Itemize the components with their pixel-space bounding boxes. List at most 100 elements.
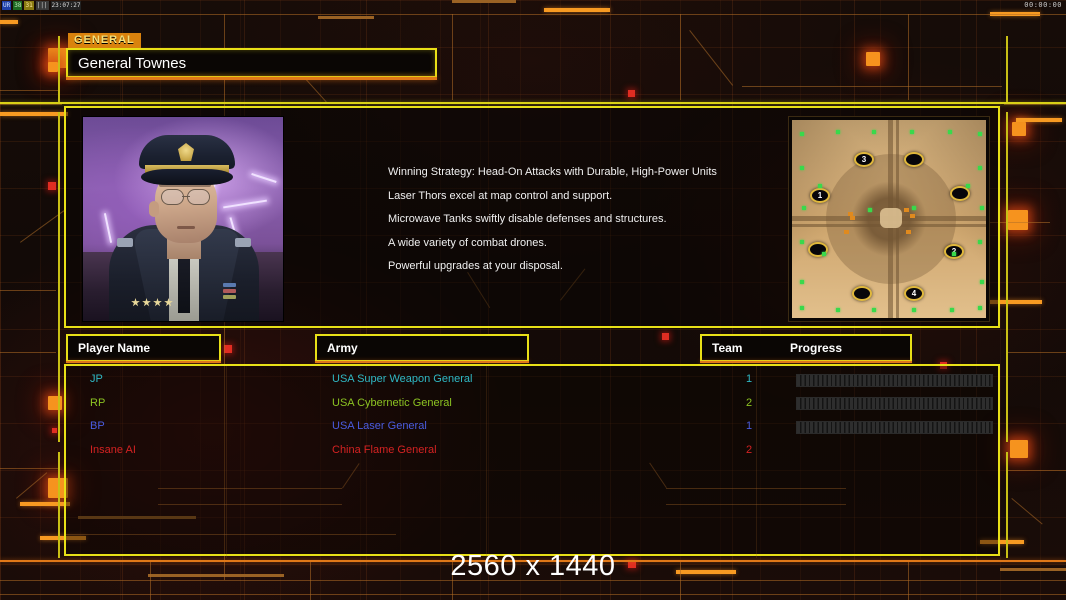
player-name-cell: RP xyxy=(90,396,106,409)
minimap-structure-5 xyxy=(850,216,855,220)
circuit-trace-h-8 xyxy=(0,468,60,469)
portrait-epaulette-right xyxy=(235,238,251,247)
minimap-supply-14 xyxy=(868,208,872,212)
frame-edge-right-mid xyxy=(1006,112,1008,442)
alert-marker-1 xyxy=(628,90,635,97)
glow-marker-6 xyxy=(1012,122,1026,136)
portrait-ear xyxy=(149,201,159,217)
player-team-cell: 1 xyxy=(745,373,753,385)
minimap-start-position-8 xyxy=(852,286,872,301)
portrait-glasses-left xyxy=(161,189,184,205)
code-chip-4: ||| xyxy=(35,1,49,10)
minimap-supply-23 xyxy=(872,308,876,312)
circuit-trace-h-2 xyxy=(0,580,1066,581)
glow-marker-4 xyxy=(1010,440,1028,458)
header-team-label: Team xyxy=(712,341,743,355)
circuit-trace-v-8 xyxy=(150,560,151,600)
minimap-supply-18 xyxy=(952,252,956,256)
accent-bar-dim-4 xyxy=(452,0,516,3)
frame-edge-right-upper xyxy=(1006,36,1008,102)
circuit-trace-h-6 xyxy=(0,90,58,91)
table-trace-diag-2 xyxy=(649,462,667,488)
rank-star-1 xyxy=(131,298,140,307)
portrait-glasses-bridge xyxy=(182,195,190,197)
minimap-supply-24 xyxy=(912,308,916,312)
strategy-line-5: Powerful upgrades at your disposal. xyxy=(388,260,563,272)
circuit-trace-h-7 xyxy=(0,290,56,291)
circuit-trace-h-3 xyxy=(0,594,1066,595)
player-army-cell: USA Super Weapon General xyxy=(332,373,473,385)
minimap-supply-15 xyxy=(800,240,804,244)
minimap-supply-17 xyxy=(822,252,826,256)
circuit-trace-v-2 xyxy=(452,14,453,100)
frame-edge-left-mid xyxy=(58,112,60,442)
portrait-tie xyxy=(178,257,190,313)
general-name-field[interactable]: General Townes xyxy=(66,48,437,80)
frame-edge-left-upper xyxy=(58,36,60,102)
player-name-cell: BP xyxy=(90,420,105,432)
minimap-supply-16 xyxy=(978,240,982,244)
alert-marker-3 xyxy=(224,345,232,353)
minimap[interactable]: 1 2 3 4 xyxy=(788,116,990,322)
strategy-line-2: Laser Thors excel at map control and sup… xyxy=(388,189,613,202)
glow-marker-7 xyxy=(866,52,880,66)
alert-marker-2 xyxy=(48,182,56,190)
circuit-trace-h-5 xyxy=(1004,104,1066,105)
player-army-cell: China Flame General xyxy=(332,443,437,456)
minimap-supply-21 xyxy=(800,306,804,310)
circuit-trace-h-9 xyxy=(1006,470,1066,471)
minimap-supply-10 xyxy=(966,184,970,188)
minimap-supply-4 xyxy=(910,130,914,134)
circuit-diag-6 xyxy=(990,222,1050,223)
minimap-terrain: 1 2 3 4 xyxy=(792,120,986,318)
minimap-supply-5 xyxy=(948,130,952,134)
rank-star-4 xyxy=(164,298,173,307)
table-trace-3 xyxy=(158,504,342,505)
general-portrait xyxy=(82,116,284,322)
player-team-cell: 1 xyxy=(745,420,753,432)
circuit-trace-h-11 xyxy=(1006,352,1066,353)
accent-bar-6 xyxy=(980,540,1024,544)
resolution-overlay: 2560 x 1440 xyxy=(450,550,616,582)
table-trace-2 xyxy=(666,488,846,489)
table-row[interactable]: JP USA Super Weapon General 1 xyxy=(66,370,998,394)
portrait-cap-badge-icon xyxy=(178,143,194,161)
player-progress-bar xyxy=(796,397,993,410)
strategy-line-4: A wide variety of combat drones. xyxy=(388,236,547,249)
accent-bar-3 xyxy=(988,300,1042,304)
portrait-epaulette-left xyxy=(117,238,133,247)
minimap-supply-3 xyxy=(872,130,876,134)
accent-bar-dim-2 xyxy=(1000,568,1066,571)
header-army: Army xyxy=(315,334,529,363)
frame-edge-right-lower xyxy=(1006,452,1008,558)
strategy-line-3: Microwave Tanks swiftly disable defenses… xyxy=(388,213,667,225)
minimap-supply-19 xyxy=(800,280,804,284)
accent-bar-dim-5 xyxy=(318,16,374,19)
alert-marker-5 xyxy=(628,560,636,568)
header-player-name-label: Player Name xyxy=(78,341,151,355)
strategy-text-block: Winning Strategy: Head-On Attacks with D… xyxy=(388,166,788,284)
table-row[interactable]: RP USA Cybernetic General 2 xyxy=(66,394,998,418)
minimap-supply-25 xyxy=(950,308,954,312)
header-player-name: Player Name xyxy=(66,334,221,363)
minimap-start-position-4: 4 xyxy=(904,286,924,301)
accent-bar-1 xyxy=(0,112,68,116)
table-row[interactable]: Insane AI China Flame General 2 xyxy=(66,441,998,465)
minimap-supply-8 xyxy=(978,166,982,170)
system-clock: 23:07:27 xyxy=(50,1,82,10)
portrait-mouth xyxy=(177,226,195,229)
accent-bar-4 xyxy=(20,502,70,506)
player-name-cell: Insane AI xyxy=(90,443,136,456)
minimap-supply-1 xyxy=(800,132,804,136)
rank-star-3 xyxy=(153,298,162,307)
glow-marker-8 xyxy=(48,62,58,72)
code-chip-3: 31 xyxy=(24,1,34,10)
debug-codes: UR 38 31 ||| 23:07:27 xyxy=(2,1,82,10)
player-team-cell: 2 xyxy=(745,443,753,456)
top-status-strip: UR 38 31 ||| 23:07:27 00:00:00 xyxy=(0,0,1066,12)
general-label: GENERAL xyxy=(68,33,141,48)
table-row[interactable]: BP USA Laser General 1 xyxy=(66,417,998,441)
circuit-trace-v-9 xyxy=(310,560,311,600)
accent-bar-5 xyxy=(40,536,86,540)
minimap-start-position-5 xyxy=(904,152,924,167)
